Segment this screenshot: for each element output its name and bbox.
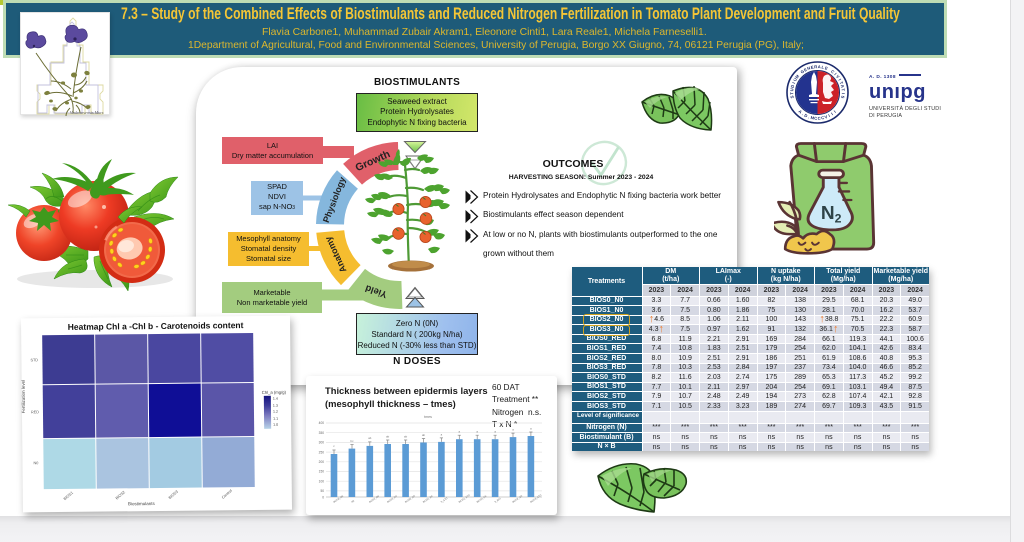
svg-text:ab: ab — [422, 433, 426, 437]
svg-text:a: a — [494, 430, 496, 434]
svg-text:BIOS0_SD: BIOS0_SD — [404, 494, 416, 503]
svg-text:R: R — [814, 64, 817, 69]
svg-text:BIOS2_0N: BIOS2_0N — [369, 495, 380, 504]
svg-text:Viola arvensis Murr.: Viola arvensis Murr. — [70, 110, 104, 115]
svg-text:I: I — [791, 81, 796, 84]
svg-text:ab: ab — [368, 436, 372, 440]
svg-text:350: 350 — [319, 431, 325, 435]
svg-text:S_BIO: S_BIO — [494, 497, 502, 504]
svg-text:BIOS3_N0: BIOS3_N0 — [387, 494, 399, 503]
svg-text:E: E — [824, 65, 829, 71]
svg-text:N: N — [806, 65, 811, 71]
svg-text:BIOS0_0N: BIOS0_0N — [333, 495, 344, 504]
svg-text:T: T — [789, 92, 794, 95]
svg-text:400: 400 — [319, 421, 325, 425]
svg-text:50: 50 — [320, 489, 324, 493]
svg-text:BIOS1_RE: BIOS1_RE — [422, 494, 434, 503]
svg-text:0: 0 — [322, 496, 324, 500]
svg-text:BIOS2_SD: BIOS2_SD — [512, 494, 524, 503]
svg-text:a: a — [512, 428, 514, 432]
svg-text:U: U — [789, 88, 794, 92]
svg-text:a: a — [459, 430, 461, 434]
svg-text:BIOS3_STD: BIOS3_STD — [530, 494, 543, 504]
svg-text:A: A — [797, 109, 803, 115]
svg-text:C: C — [818, 116, 821, 121]
svg-text:BIOS2_STD: BIOS2_STD — [458, 494, 471, 504]
svg-text:E: E — [810, 64, 814, 70]
svg-text:a: a — [441, 432, 443, 436]
svg-text:300: 300 — [319, 441, 325, 445]
svg-text:.: . — [801, 111, 805, 116]
svg-text:S: S — [789, 95, 794, 99]
svg-text:c: c — [333, 444, 335, 448]
svg-text:T: T — [839, 81, 845, 86]
svg-text:S: S — [840, 95, 845, 99]
svg-text:I: I — [833, 72, 837, 76]
svg-text:200: 200 — [319, 460, 325, 464]
svg-text:G: G — [800, 69, 806, 75]
svg-text:BIOS3_RE: BIOS3_RE — [476, 494, 488, 503]
svg-text:D: D — [803, 113, 808, 119]
svg-text:250: 250 — [319, 450, 325, 454]
svg-text:I: I — [827, 113, 830, 118]
svg-text:I: I — [841, 93, 846, 94]
svg-text:T: T — [841, 88, 846, 92]
svg-text:ab: ab — [386, 435, 390, 439]
svg-text:N0: N0 — [351, 499, 356, 504]
svg-text:ab: ab — [404, 435, 408, 439]
svg-text:M: M — [794, 73, 800, 79]
svg-text:C: C — [814, 116, 817, 121]
svg-text:L: L — [821, 65, 825, 71]
svg-text:D: D — [790, 84, 796, 88]
svg-text:A: A — [840, 84, 846, 88]
svg-text:100: 100 — [319, 479, 325, 483]
svg-text:.: . — [808, 114, 811, 119]
svg-text:M: M — [810, 115, 815, 121]
svg-text:C: C — [821, 115, 825, 121]
svg-text:I: I — [833, 109, 837, 113]
svg-text:150: 150 — [319, 470, 325, 474]
svg-text:E: E — [803, 67, 808, 73]
svg-text:bc: bc — [351, 439, 355, 443]
svg-text:A: A — [818, 64, 821, 69]
svg-text:a: a — [530, 426, 532, 430]
svg-text:a: a — [476, 430, 478, 434]
svg-text:C: C — [830, 69, 835, 75]
svg-text:I: I — [830, 111, 834, 116]
svg-text:V: V — [835, 74, 841, 79]
svg-text:S_STD: S_STD — [440, 497, 448, 504]
svg-text:I: I — [837, 78, 842, 82]
svg-text:tmes: tmes — [424, 415, 432, 419]
svg-text:U: U — [792, 77, 798, 82]
svg-text:V: V — [824, 114, 828, 120]
